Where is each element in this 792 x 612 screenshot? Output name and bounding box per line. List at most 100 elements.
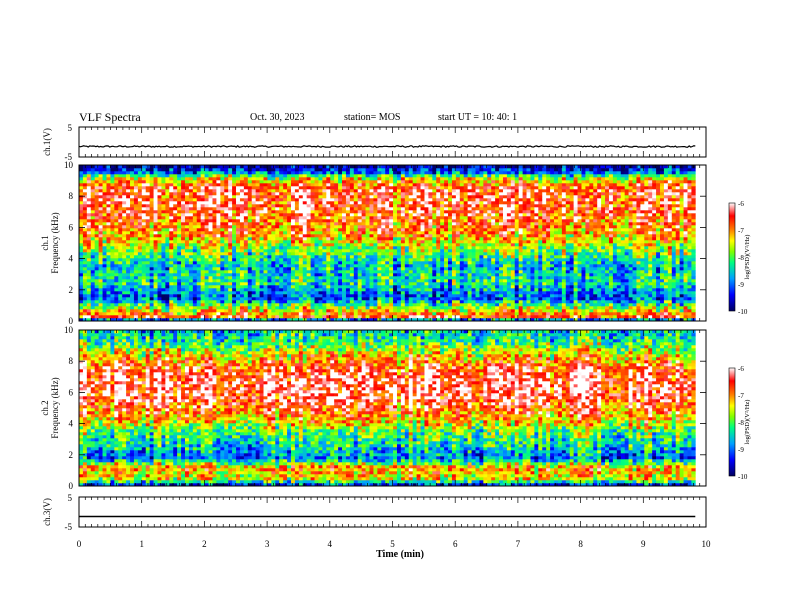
spectrogram-cell — [330, 180, 335, 184]
spectrogram-cell — [306, 222, 311, 226]
spectrogram-cell — [181, 261, 186, 265]
spectrogram-cell — [279, 294, 284, 298]
spectrogram-cell — [98, 258, 103, 262]
spectrogram-cell — [224, 171, 229, 175]
spectrogram-cell — [381, 252, 386, 256]
spectrogram-cell — [228, 183, 233, 187]
spectrogram-cell — [255, 243, 260, 247]
spectrogram-cell — [342, 294, 347, 298]
spectrogram-cell — [216, 267, 221, 271]
spectrogram-cell — [157, 300, 162, 304]
spectrogram-cell — [243, 318, 249, 322]
spectrogram-cell — [361, 219, 366, 223]
spectrogram-cell — [236, 216, 241, 220]
spectrogram-cell — [94, 195, 99, 199]
spectrogram-cell — [412, 255, 417, 259]
spectrogram-cell — [161, 273, 166, 277]
spectrogram-cell — [184, 255, 190, 259]
spectrogram-cell — [353, 168, 359, 172]
spectrogram-cell — [114, 231, 119, 235]
spectrogram-cell — [424, 267, 429, 271]
spectrogram-cell — [389, 258, 394, 262]
spectrogram-cell — [232, 231, 237, 235]
spectrogram-cell — [290, 213, 296, 217]
spectrogram-cell — [381, 174, 386, 178]
spectrogram-cell — [345, 294, 351, 298]
spectrogram-cell — [322, 288, 327, 292]
spectrogram-cell — [157, 177, 162, 181]
spectrogram-cell — [130, 192, 135, 196]
spectrogram-cell — [267, 318, 272, 322]
spectrogram-cell — [82, 201, 88, 205]
spectrogram-cell — [436, 255, 441, 259]
spectrogram-cell — [192, 246, 198, 250]
spectrogram-cell — [373, 243, 378, 247]
spectrogram-cell — [416, 318, 421, 322]
spectrogram-cell — [349, 165, 355, 169]
spectrogram-cell — [432, 267, 437, 271]
spectrogram-cell — [357, 225, 362, 229]
spectrogram-cell — [259, 276, 264, 280]
spectrogram-cell — [228, 189, 233, 193]
spectrogram-cell — [326, 282, 331, 286]
spectrogram-cell — [373, 228, 378, 232]
spectrogram-cell — [224, 183, 229, 187]
spectrogram-cell — [365, 300, 370, 304]
spectrogram-cell — [400, 240, 406, 244]
spectrogram-cell — [133, 234, 139, 238]
spectrogram-cell — [404, 291, 410, 295]
spectrogram-cell — [90, 309, 96, 313]
spectrogram-cell — [251, 216, 256, 220]
spectrogram-cell — [188, 246, 194, 250]
spectrogram-cell — [294, 312, 300, 316]
spectrogram-cell — [396, 255, 402, 259]
spectrogram-cell — [118, 237, 123, 241]
spectrogram-cell — [114, 213, 119, 217]
spectrogram-cell — [247, 201, 253, 205]
spectrogram-cell — [345, 300, 351, 304]
spectrogram-cell — [306, 207, 311, 211]
spectrogram-cell — [149, 231, 154, 235]
spectrogram-cell — [287, 255, 292, 259]
spectrogram-cell — [177, 237, 182, 241]
spectrogram-cell — [389, 279, 394, 283]
spectrogram-cell — [369, 216, 374, 220]
spectrogram-cell — [208, 249, 213, 253]
spectrogram-cell — [404, 183, 410, 187]
spectrogram-cell — [267, 243, 272, 247]
spectrogram-cell — [141, 177, 147, 181]
spectrogram-cell — [369, 264, 374, 268]
spectrogram-cell — [188, 258, 194, 262]
spectrogram-cell — [236, 282, 241, 286]
spectrogram-cell — [424, 165, 429, 169]
spectrogram-cell — [133, 309, 139, 313]
spectrogram-cell — [165, 300, 170, 304]
spectrogram-cell — [173, 213, 178, 217]
spectrogram-cell — [86, 261, 92, 265]
spectrogram-cell — [114, 306, 119, 310]
spectrogram-cell — [287, 222, 292, 226]
spectrogram-cell — [361, 195, 366, 199]
spectrogram-cell — [224, 177, 229, 181]
spectrogram-cell — [102, 285, 107, 289]
spectrogram-cell — [345, 276, 351, 280]
spectrogram-cell — [236, 165, 241, 169]
spectrogram-cell — [94, 285, 99, 289]
spectrogram-cell — [338, 258, 343, 262]
spectrogram-cell — [243, 234, 249, 238]
spectrogram-cell — [149, 312, 154, 316]
spectrogram-cell — [275, 297, 280, 301]
spectrogram-cell — [149, 279, 154, 283]
spectrogram-cell — [408, 216, 413, 220]
spectrogram-cell — [342, 222, 347, 226]
spectrogram-cell — [306, 189, 311, 193]
spectrogram-cell — [412, 303, 417, 307]
spectrogram-cell — [243, 288, 249, 292]
spectrogram-cell — [118, 195, 123, 199]
spectrogram-cell — [428, 240, 433, 244]
spectrogram-cell — [239, 195, 245, 199]
spectrogram-cell — [349, 198, 355, 202]
spectrogram-cell — [353, 165, 359, 169]
spectrogram-cell — [141, 168, 147, 172]
spectrogram-cell — [385, 279, 390, 283]
